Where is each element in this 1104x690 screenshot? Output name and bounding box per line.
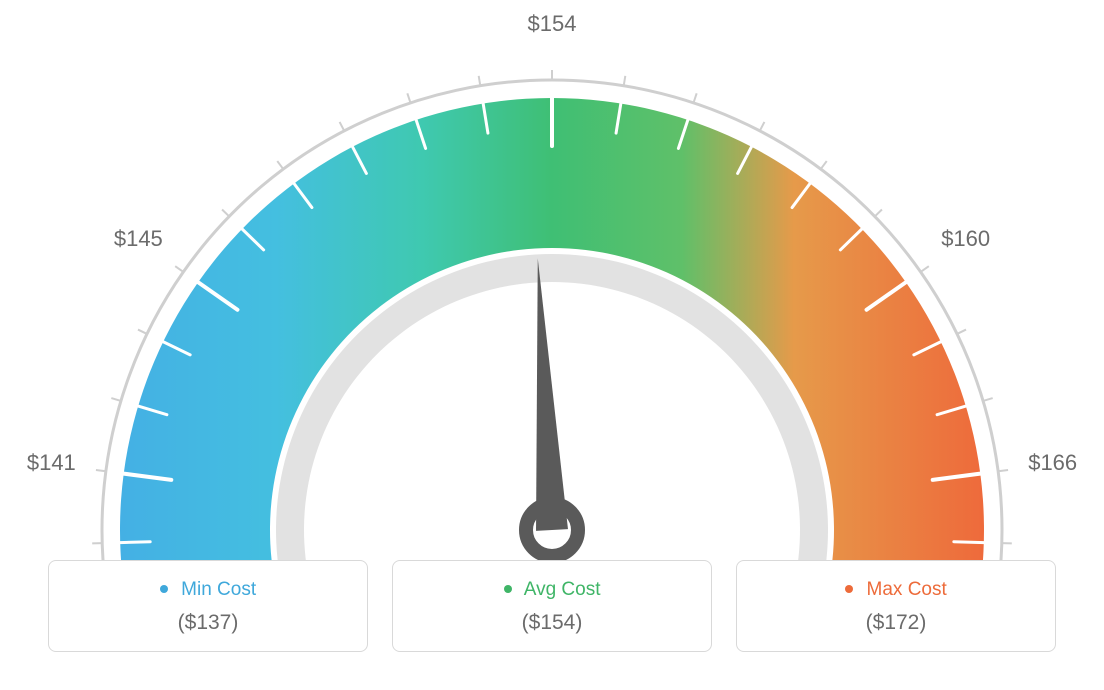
card-avg-title-row: Avg Cost xyxy=(403,579,701,601)
summary-cards: Min Cost ($137) Avg Cost ($154) Max Cost… xyxy=(0,560,1104,652)
card-avg-cost: Avg Cost ($154) xyxy=(392,560,712,652)
card-min-cost: Min Cost ($137) xyxy=(48,560,368,652)
svg-text:$141: $141 xyxy=(27,450,76,475)
card-max-cost: Max Cost ($172) xyxy=(736,560,1056,652)
dot-avg-icon xyxy=(504,585,512,593)
card-avg-value: ($154) xyxy=(403,611,701,635)
card-avg-label: Avg Cost xyxy=(524,579,601,600)
card-min-label: Min Cost xyxy=(181,579,256,600)
card-min-title-row: Min Cost xyxy=(59,579,357,601)
card-max-title-row: Max Cost xyxy=(747,579,1045,601)
svg-text:$160: $160 xyxy=(941,226,990,251)
card-max-value: ($172) xyxy=(747,611,1045,635)
svg-text:$166: $166 xyxy=(1028,450,1077,475)
card-max-label: Max Cost xyxy=(867,579,947,600)
svg-text:$154: $154 xyxy=(528,11,577,36)
svg-text:$145: $145 xyxy=(114,226,163,251)
dot-min-icon xyxy=(160,585,168,593)
gauge-svg: $137$141$145$154$160$166$172 xyxy=(0,0,1104,560)
cost-gauge: $137$141$145$154$160$166$172 xyxy=(0,0,1104,560)
card-min-value: ($137) xyxy=(59,611,357,635)
dot-max-icon xyxy=(845,585,853,593)
